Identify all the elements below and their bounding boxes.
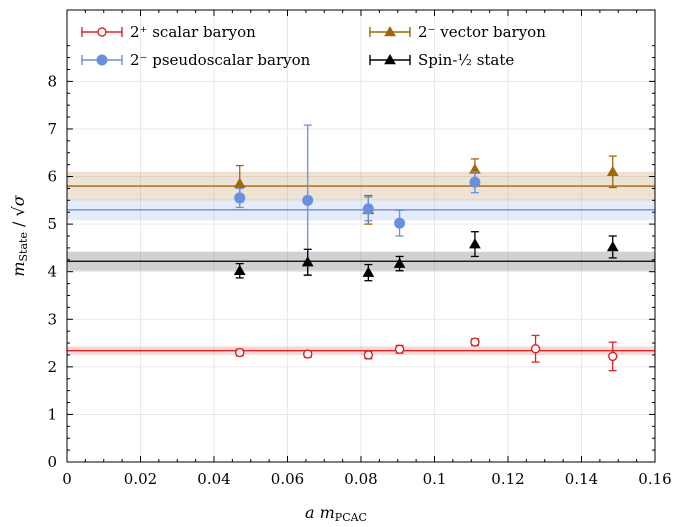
x-tick-label: 0.04 bbox=[197, 470, 230, 488]
y-tick-label: 6 bbox=[47, 168, 57, 186]
axes: 0 0.02 0.04 0.06 0.08 0.1 0.12 0.14 0.16 0 1 2 3 4 5 6 7… bbox=[47, 9, 672, 488]
y-tick-label: 2 bbox=[47, 358, 57, 376]
x-axis-label: a mPCAC bbox=[305, 503, 367, 524]
legend-marker bbox=[384, 25, 396, 37]
data-point-s1-p3 bbox=[606, 165, 619, 177]
y-tick-label: 4 bbox=[47, 263, 57, 281]
x-tick-label: 0.16 bbox=[638, 470, 671, 488]
data-point-s2-p3 bbox=[394, 217, 406, 229]
data-point-s0-p2 bbox=[363, 350, 374, 360]
legend-item-3: Spin-½ state bbox=[369, 51, 514, 69]
data-point-s0-p3 bbox=[394, 344, 405, 354]
x-tick-label: 0.12 bbox=[491, 470, 524, 488]
data-point-s3-p5 bbox=[606, 240, 619, 252]
data-point-s0-p5 bbox=[530, 344, 541, 354]
data-point-s3-p0 bbox=[233, 264, 246, 275]
y-tick-label: 1 bbox=[47, 405, 57, 423]
data-point-s0-p4 bbox=[470, 337, 480, 347]
data-point-s2-p4 bbox=[469, 176, 481, 188]
data-point-s0-p1 bbox=[303, 349, 313, 359]
legend-item-2: 2⁻ pseudoscalar baryon bbox=[81, 51, 311, 69]
data-point-s3-p4 bbox=[469, 238, 481, 249]
data-point-s2-p1 bbox=[302, 194, 314, 206]
y-tick-label: 8 bbox=[47, 72, 57, 90]
y-tick-label: 7 bbox=[47, 120, 57, 138]
legend-label: 2⁻ pseudoscalar baryon bbox=[130, 51, 311, 69]
data-point-s0-p0 bbox=[235, 347, 245, 358]
y-axis-label: mState / √σ bbox=[9, 194, 30, 276]
legend-label: 2⁻ vector baryon bbox=[418, 23, 546, 41]
x-tick-label: 0 bbox=[62, 470, 72, 488]
legend-item-0: 2⁺ scalar baryon bbox=[81, 23, 256, 41]
y-tick-label: 3 bbox=[47, 310, 57, 328]
data-point-s3-p2 bbox=[362, 266, 375, 277]
x-tick-label: 0.14 bbox=[565, 470, 598, 488]
legend-item-1: 2⁻ vector baryon bbox=[369, 23, 546, 41]
legend-marker bbox=[96, 54, 108, 66]
x-tick-label: 0.08 bbox=[344, 470, 377, 488]
data-point-s3-p3 bbox=[393, 257, 406, 268]
data-point-s3-p1 bbox=[301, 256, 314, 267]
data-point-s1-p0 bbox=[233, 177, 246, 188]
grid bbox=[66, 10, 656, 463]
legend-label: Spin-½ state bbox=[418, 51, 514, 69]
legend-marker bbox=[97, 27, 107, 37]
data-point-s2-p2 bbox=[362, 203, 374, 215]
data-point-s0-p6 bbox=[608, 351, 618, 362]
fit-bands bbox=[67, 171, 655, 355]
x-tick-label: 0.1 bbox=[423, 470, 447, 488]
legend-label: 2⁺ scalar baryon bbox=[130, 23, 256, 41]
series-layer bbox=[233, 124, 619, 372]
y-tick-label: 0 bbox=[47, 453, 57, 471]
legend: 2⁺ scalar baryon 2⁻ vector baryon 2⁻ pseud… bbox=[81, 23, 546, 69]
y-tick-label: 5 bbox=[47, 215, 57, 233]
legend-marker bbox=[384, 53, 396, 65]
x-tick-label: 0.06 bbox=[271, 470, 304, 488]
x-tick-label: 0.02 bbox=[124, 470, 157, 488]
data-point-s2-p0 bbox=[234, 192, 246, 204]
